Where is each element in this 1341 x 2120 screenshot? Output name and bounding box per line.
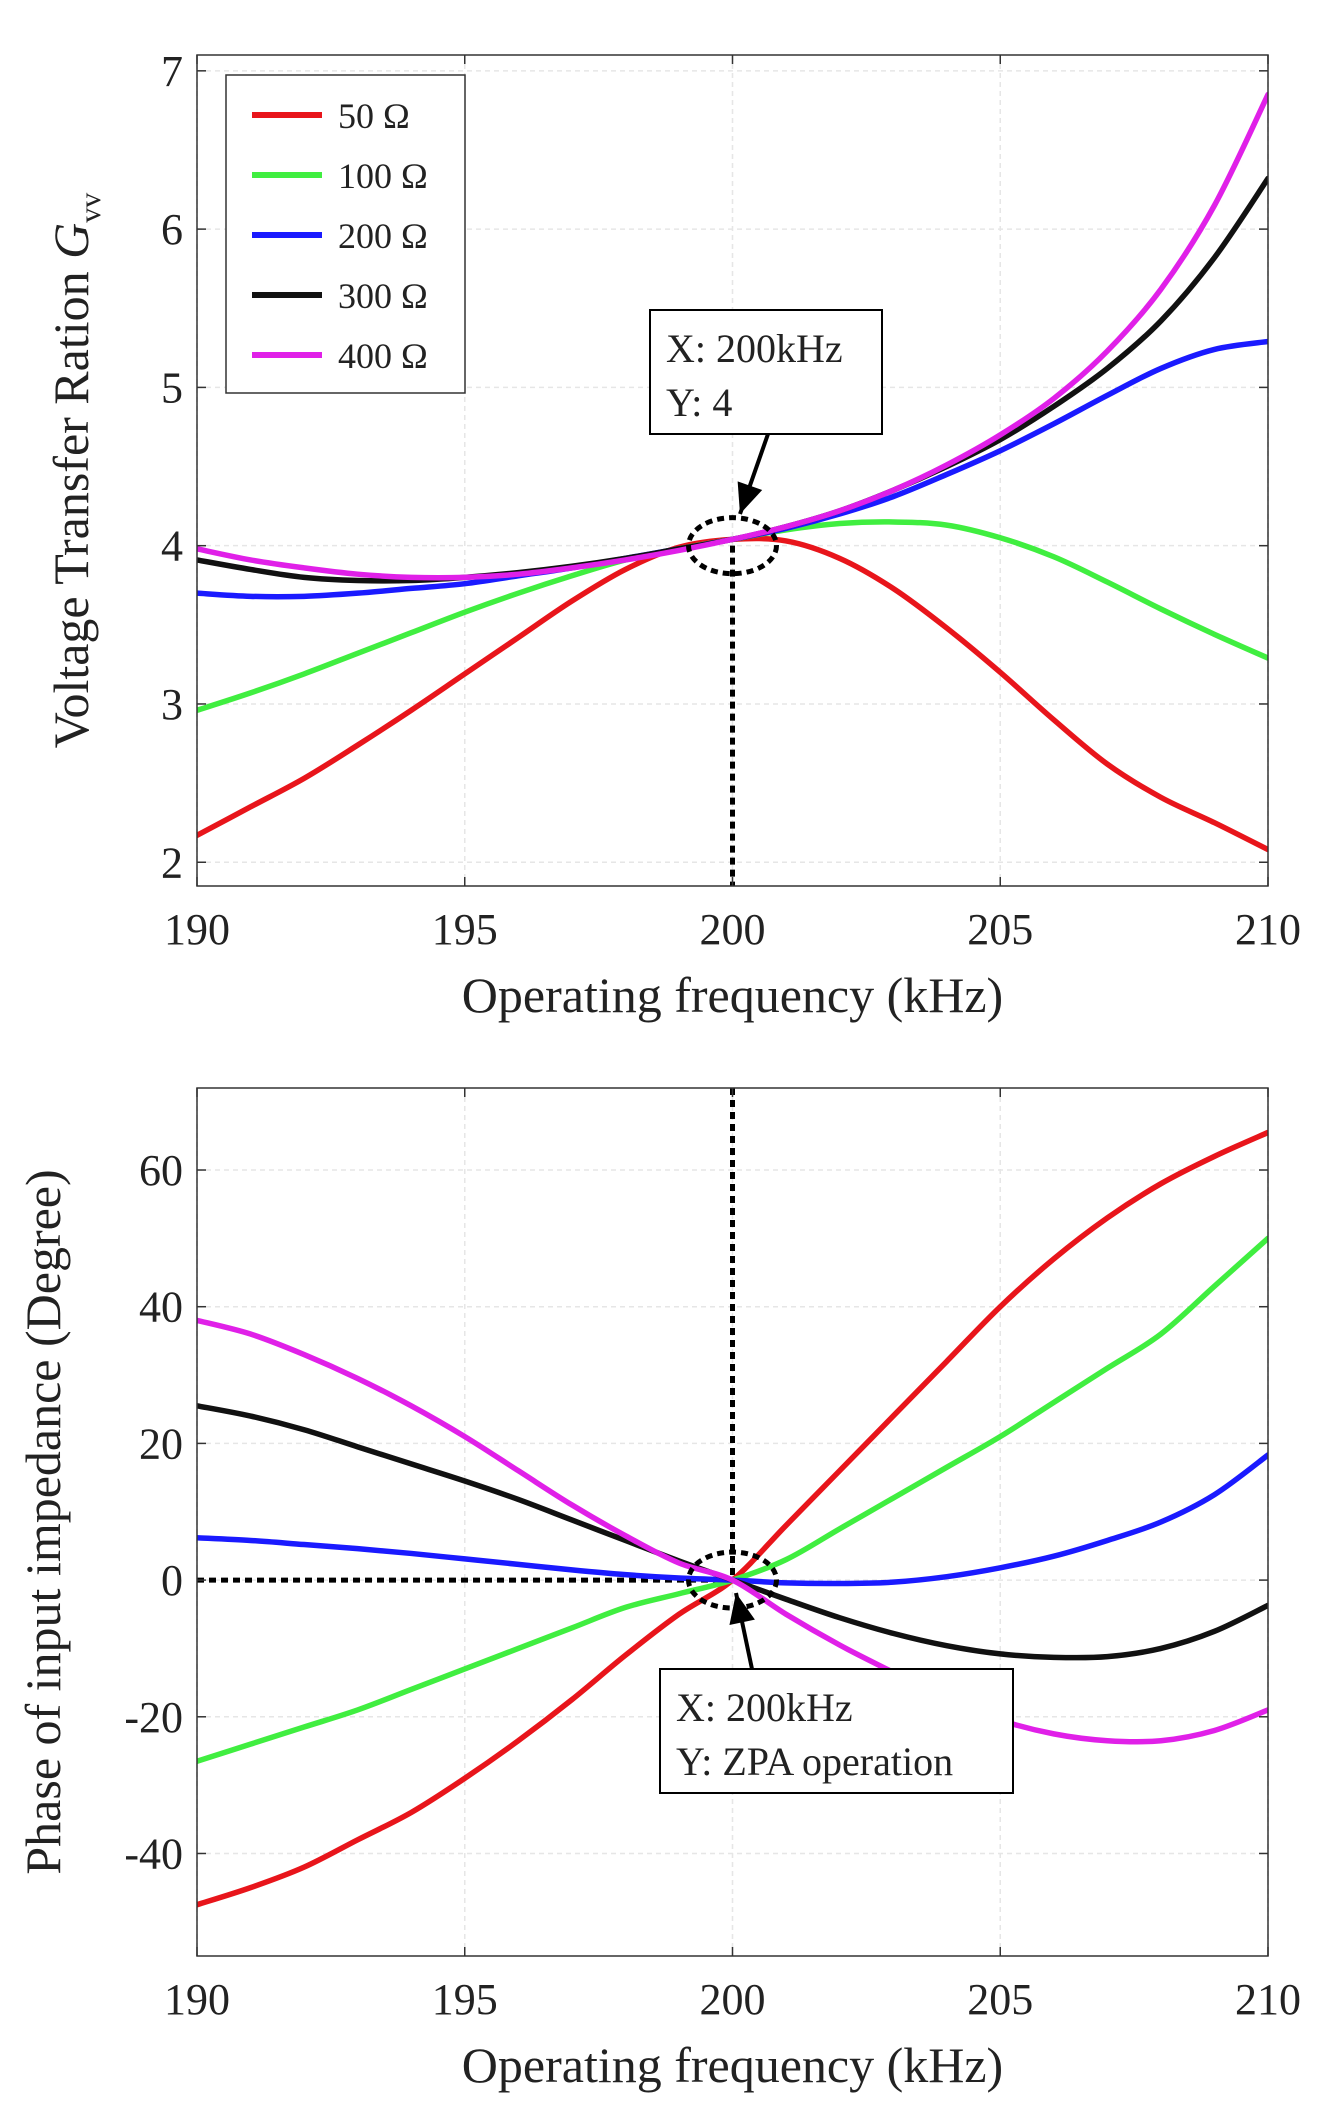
y-axis-label-text: Phase of input impedance (Degree)	[15, 1169, 71, 1874]
legend-label: 400 Ω	[338, 336, 428, 376]
x-tick-label: 200	[700, 1975, 766, 2024]
x-tick-label: 195	[432, 905, 498, 954]
y-tick-label: 4	[161, 522, 183, 571]
y-axis-label: Voltage Transfer Ration Gvv	[43, 193, 107, 748]
x-axis-label: Operating frequency (kHz)	[462, 967, 1003, 1023]
phase-impedance-chart: 190 195 200 205 210 -40 -20 0 20 40 60 Operating fr…	[15, 1087, 1301, 2093]
series-line	[197, 1317, 1268, 1745]
voltage-transfer-chart: 190 195 200 205 210 2 3 4 5 6 7 Operating frequency…	[43, 47, 1301, 1023]
y-axis-label-symbol: G	[43, 223, 99, 259]
x-axis-label: Operating frequency (kHz)	[462, 2037, 1003, 2093]
datatip-line-y: Y: ZPA operation	[676, 1739, 953, 1784]
y-tick-label: 2	[161, 838, 183, 887]
x-tick-label: 190	[164, 1975, 230, 2024]
y-tick-label: 60	[139, 1146, 183, 1195]
legend-label: 50 Ω	[338, 96, 410, 136]
y-tick-label: 5	[161, 363, 183, 412]
y-tick-label: 7	[161, 47, 183, 96]
x-tick-label: 210	[1235, 905, 1301, 954]
series-line	[197, 91, 1268, 581]
legend-label: 200 Ω	[338, 216, 428, 256]
y-tick-label: 6	[161, 205, 183, 254]
datatip-arrow-head	[729, 1593, 755, 1626]
datatip-box	[649, 309, 883, 435]
x-tick-label: 200	[700, 905, 766, 954]
datatip-line-x: X: 200kHz	[666, 326, 843, 371]
y-tick-label: 3	[161, 680, 183, 729]
datatip-box	[659, 1668, 1014, 1794]
x-tick-label: 210	[1235, 1975, 1301, 2024]
datatip-arrow-head	[737, 481, 763, 514]
datatip-line-x: X: 200kHz	[676, 1685, 853, 1730]
y-tick-label: 0	[161, 1556, 183, 1605]
y-tick-label: 20	[139, 1419, 183, 1468]
y-axis-label: Phase of input impedance (Degree)	[15, 1169, 71, 1874]
crossing-marker-ellipse	[686, 1549, 779, 1611]
y-axis-label-text: Voltage Transfer Ration	[43, 259, 99, 748]
legend-label: 300 Ω	[338, 276, 428, 316]
y-tick-label: -20	[124, 1693, 183, 1742]
crossing-marker-ellipse	[686, 515, 779, 577]
x-tick-label: 205	[967, 1975, 1033, 2024]
legend-label: 100 Ω	[338, 156, 428, 196]
x-tick-label: 190	[164, 905, 230, 954]
x-tick-label: 205	[967, 905, 1033, 954]
datatip-line-y: Y: 4	[666, 380, 732, 425]
y-tick-label: 40	[139, 1283, 183, 1332]
y-tick-label: -40	[124, 1829, 183, 1878]
x-tick-label: 195	[432, 1975, 498, 2024]
y-axis-label-subscript: vv	[74, 193, 107, 223]
